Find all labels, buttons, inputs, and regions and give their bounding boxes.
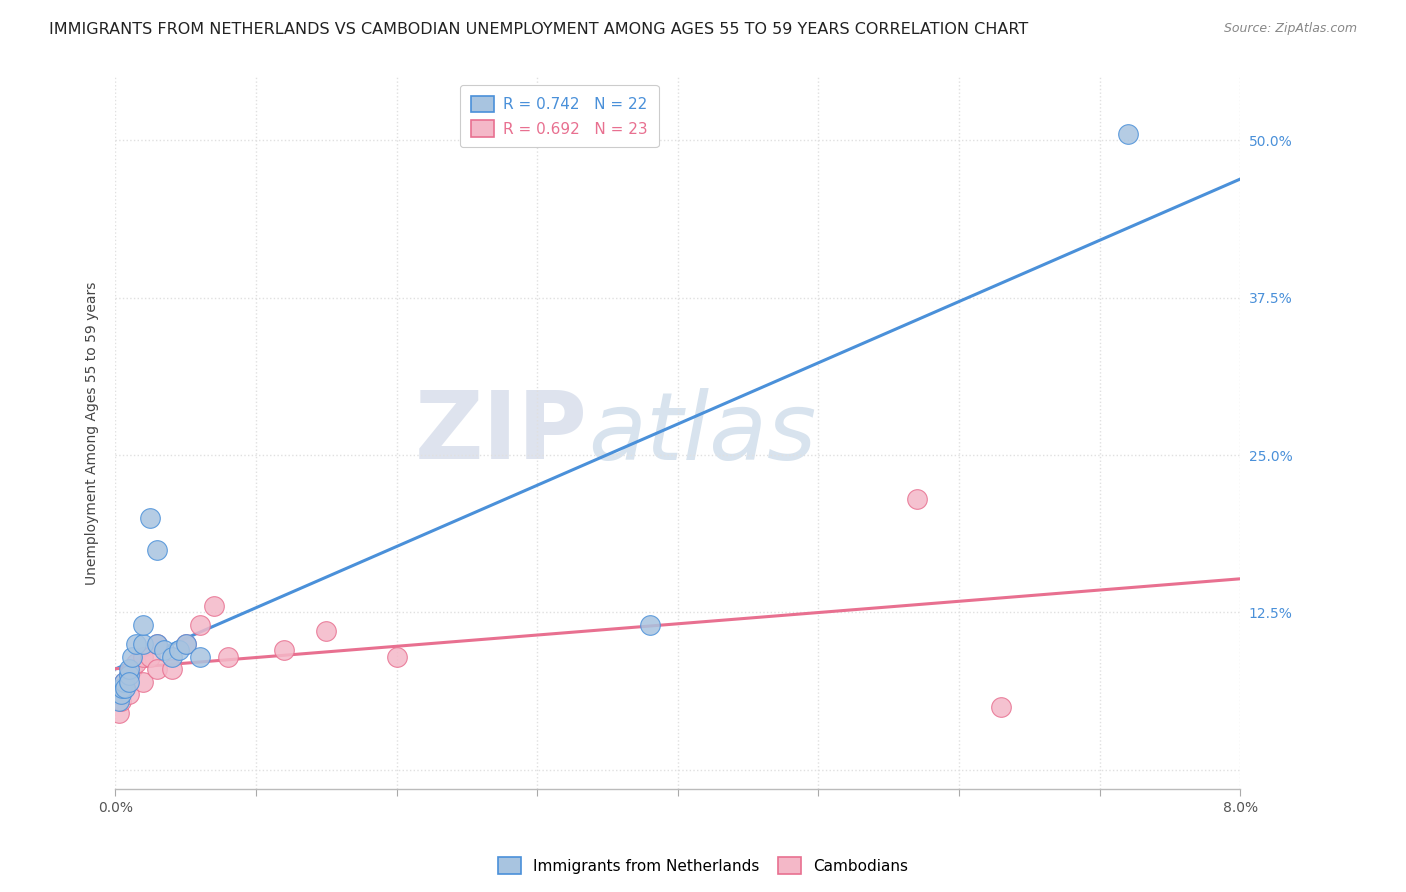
Point [146,637,169,651]
Point [160,662,183,676]
Point [160,649,183,664]
Point [174,637,197,651]
Point [112,674,135,689]
Point [118,662,141,676]
Point [273,643,295,657]
Point [110,687,132,701]
Point [118,668,141,682]
Point [108,693,131,707]
Point [1116,127,1139,141]
Point [112,674,135,689]
Point [132,618,155,632]
Point [202,599,225,614]
Point [188,618,211,632]
Point [125,656,148,670]
Point [110,693,132,707]
Text: ZIP: ZIP [415,387,588,479]
Text: IMMIGRANTS FROM NETHERLANDS VS CAMBODIAN UNEMPLOYMENT AMONG AGES 55 TO 59 YEARS : IMMIGRANTS FROM NETHERLANDS VS CAMBODIAN… [49,22,1028,37]
Point [188,649,211,664]
Y-axis label: Unemployment Among Ages 55 to 59 years: Unemployment Among Ages 55 to 59 years [86,281,100,585]
Point [385,649,408,664]
Point [905,492,928,507]
Point [108,706,131,721]
Point [146,662,169,676]
Point [118,687,141,701]
Point [167,643,190,657]
Point [315,624,337,639]
Point [139,649,162,664]
Point [139,511,162,525]
Point [132,637,155,651]
Point [111,681,134,695]
Text: Source: ZipAtlas.com: Source: ZipAtlas.com [1223,22,1357,36]
Legend: Immigrants from Netherlands, Cambodians: Immigrants from Netherlands, Cambodians [492,851,914,880]
Point [146,637,169,651]
Point [174,637,197,651]
Point [121,662,143,676]
Point [146,542,169,557]
Legend: R = 0.742   N = 22, R = 0.692   N = 23: R = 0.742 N = 22, R = 0.692 N = 23 [460,85,658,147]
Point [114,681,136,695]
Point [217,649,239,664]
Text: atlas: atlas [588,388,815,479]
Point [121,649,143,664]
Point [118,674,141,689]
Point [118,668,141,682]
Point [125,637,148,651]
Point [132,649,155,664]
Point [990,700,1012,714]
Point [638,618,661,632]
Point [114,681,136,695]
Point [153,643,176,657]
Point [132,674,155,689]
